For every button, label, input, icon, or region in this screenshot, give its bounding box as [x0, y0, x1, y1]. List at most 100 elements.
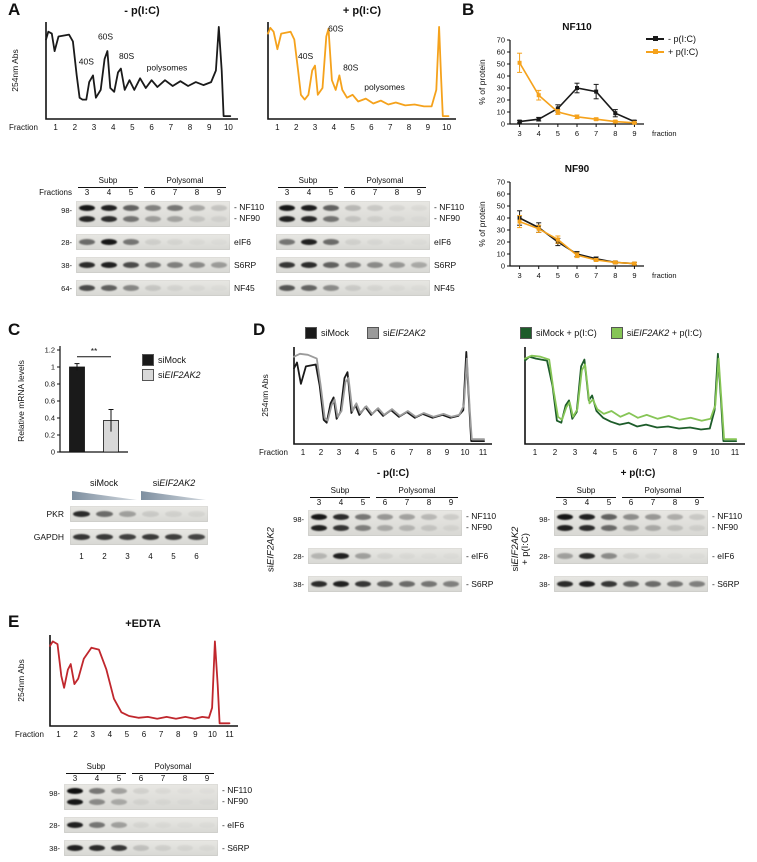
blot-band	[355, 514, 371, 520]
blot-band	[67, 845, 83, 851]
blot-band	[67, 822, 83, 828]
x-tick-label: 2	[73, 730, 78, 739]
blot-band	[133, 822, 149, 828]
legend-label: siEIF2AK2	[383, 328, 426, 338]
blot-band	[189, 205, 205, 211]
lane-number: 8	[672, 498, 678, 507]
significance-stars: **	[91, 346, 98, 356]
polysome-profile-d-plus: 1 2 3 4 5 6 7 8 9 10 11	[524, 347, 745, 457]
blot-band	[411, 262, 427, 268]
trace-siEIF2AK2 + p(I:C)	[524, 354, 738, 441]
lane-number: 7	[160, 774, 166, 783]
blot-band	[211, 239, 227, 245]
data-marker	[517, 60, 522, 65]
peak-label-80S: 80S	[119, 51, 134, 61]
blot-band	[79, 216, 95, 222]
blot-strip	[554, 510, 708, 536]
y-tick-label: 0.2	[45, 431, 55, 440]
blot-band	[323, 205, 339, 211]
x-tick-label: 5	[125, 730, 130, 739]
legend-item-simock: siMock	[305, 327, 349, 339]
blot-band	[145, 285, 161, 291]
blot-band	[601, 514, 617, 520]
x-tick-label: 1	[53, 123, 58, 132]
protein-label: - NF110	[222, 785, 253, 795]
lane-number: 9	[448, 498, 454, 507]
blot-group-subp: Subp	[556, 486, 616, 498]
lane-number: 6	[150, 188, 156, 197]
data-marker	[632, 261, 637, 266]
blot-band	[345, 205, 361, 211]
y-tick-label: 0.8	[45, 380, 55, 389]
x-tick-label: 2	[319, 448, 324, 457]
lane-number: 1	[79, 552, 84, 561]
x-tick-label: 7	[594, 271, 598, 280]
x-tick-label: 4	[537, 129, 541, 138]
blot-band	[301, 216, 317, 222]
x-tick-label: 8	[427, 448, 432, 457]
blot-band	[145, 262, 161, 268]
lane-number: 4	[106, 188, 112, 197]
blot-band	[123, 262, 139, 268]
blot-strip	[308, 548, 462, 564]
blot-band	[333, 581, 349, 587]
x-tick-label: 4	[108, 730, 113, 739]
blot-strip	[70, 506, 208, 522]
blot-band	[79, 285, 95, 291]
blot-band	[301, 239, 317, 245]
blot-band	[443, 525, 459, 531]
blot-band	[167, 216, 183, 222]
blot-band	[389, 216, 405, 222]
blot-strip	[308, 576, 462, 592]
protein-label: PKR	[46, 509, 64, 519]
blot-band	[177, 822, 193, 828]
x-tick-label: 10	[208, 730, 217, 739]
x-tick-label: 10	[442, 123, 451, 132]
data-marker	[536, 93, 541, 98]
blot-band	[279, 205, 295, 211]
blot-band	[301, 205, 317, 211]
legend-pic: - p(I:C) + p(I:C)	[646, 34, 698, 57]
data-marker	[517, 219, 522, 224]
blot-strip	[554, 576, 708, 592]
x-tick-label: 2	[73, 123, 78, 132]
mw-marker: 64-	[61, 283, 72, 293]
blot-band	[667, 553, 683, 559]
legend-item-sieif2ak2-pic: siEIF2AK2 + p(I:C)	[610, 327, 702, 339]
blot-band	[411, 205, 427, 211]
blot-band	[377, 581, 393, 587]
blot-band	[311, 581, 327, 587]
y-tick-label: 1.2	[45, 346, 55, 355]
x-tick-label: 4	[111, 123, 116, 132]
y-tick-label: 0	[51, 448, 55, 457]
blot-band	[411, 239, 427, 245]
blot-band	[411, 216, 427, 222]
blot-band	[177, 845, 193, 851]
blot-band	[601, 525, 617, 531]
swatch-lightgreen	[610, 327, 623, 339]
data-marker	[575, 86, 579, 90]
data-marker	[517, 119, 522, 124]
protein-label: - S6RP	[222, 843, 250, 853]
lane-number: 9	[216, 188, 222, 197]
blot-band	[377, 514, 393, 520]
blot-band	[89, 822, 105, 828]
y-tick-label: 30	[497, 226, 505, 235]
blot-band	[96, 534, 113, 540]
y-tick-label: 0.4	[45, 414, 55, 423]
blot-band	[155, 845, 171, 851]
x-axis-label: Fraction	[15, 730, 44, 739]
x-tick-label: 5	[350, 123, 355, 132]
lane-number: 9	[694, 498, 700, 507]
blot-band	[67, 799, 83, 805]
blot-band	[443, 581, 459, 587]
blot-band	[667, 525, 683, 531]
blot-band	[689, 581, 705, 587]
protein-label: S6RP	[434, 260, 457, 270]
protein-label: - eIF6	[466, 551, 489, 561]
blot-band	[188, 511, 205, 517]
blot-band	[557, 514, 573, 520]
blot-band	[377, 553, 393, 559]
blot-band	[623, 514, 639, 520]
